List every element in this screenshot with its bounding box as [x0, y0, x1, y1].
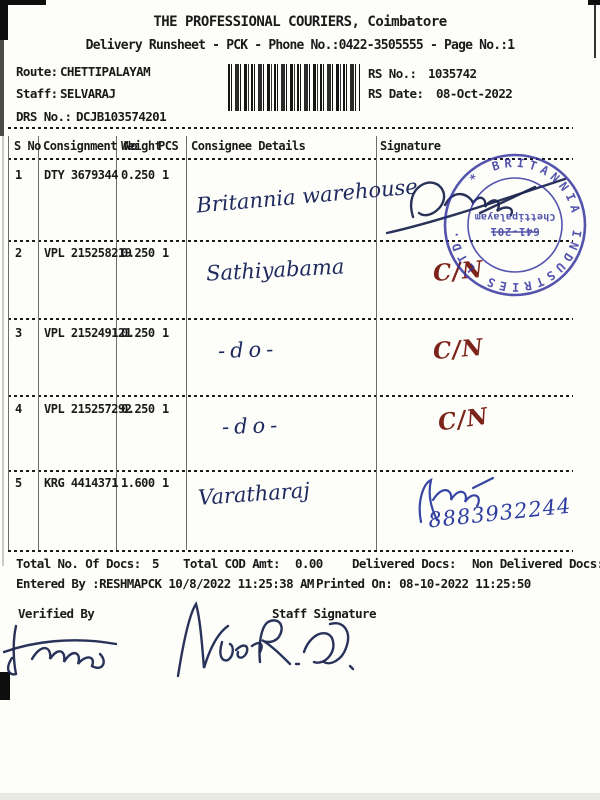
- row4-signature-handwriting: C/N: [436, 402, 491, 437]
- total-docs-label: Total No. Of Docs:: [16, 556, 141, 571]
- row4-s-no: 4: [15, 402, 22, 416]
- printed-on-line: Printed On: 08-10-2022 11:25:50: [316, 576, 531, 591]
- row5-consignment-no: KRG 4414371: [44, 476, 118, 490]
- row3-s-no: 3: [15, 326, 22, 340]
- row1-s-no: 1: [15, 168, 22, 182]
- cod-label: Total COD Amt:: [183, 556, 281, 571]
- drs-value: DCJB103574201: [76, 109, 167, 124]
- separator-line: [8, 395, 573, 397]
- scan-edge-top-right: [588, 0, 600, 5]
- document-title: THE PROFESSIONAL COURIERS, Coimbatore: [153, 14, 447, 30]
- cod-value: 0.00: [295, 556, 323, 571]
- scan-edge-left-line: [2, 136, 4, 566]
- verified-by-label: Verified By: [18, 606, 95, 621]
- scan-edge-left-smudge: [0, 36, 4, 136]
- row3-weight: 0.250: [121, 326, 155, 340]
- column-line-signature: [376, 136, 377, 550]
- rs-date-value: 08-Oct-2022: [436, 86, 513, 101]
- row4-consignment-no: VPL 215257292: [44, 402, 132, 416]
- separator-line: [8, 158, 573, 160]
- row5-signature: [418, 476, 495, 524]
- scan-edge-right-line: [594, 0, 596, 58]
- row5-weight: 1.600: [121, 476, 155, 490]
- row2-consignment-no: VPL 215258219: [44, 246, 132, 260]
- staff-signature: [258, 619, 355, 671]
- svg-text:* BRITANNIA INDUSTRIES LTD.: * BRITANNIA INDUSTRIES LTD.: [437, 137, 593, 313]
- row2-weight: 0.250: [121, 246, 155, 260]
- separator-line: [8, 127, 573, 129]
- svg-text:Chettipalayam: Chettipalayam: [475, 211, 556, 223]
- row1-consignment-no: DTY 3679344: [44, 168, 118, 182]
- delivered-docs-label: Delivered Docs:: [352, 556, 456, 571]
- header-consignee-details: Consignee Details: [191, 139, 306, 153]
- header-weight: Weight: [121, 139, 162, 153]
- separator-line: [8, 318, 573, 320]
- route-label: Route:: [16, 64, 58, 79]
- row1-weight: 0.250: [121, 168, 155, 182]
- non-delivered-docs-label: Non Delivered Docs:: [472, 556, 600, 571]
- column-line-pcs: [186, 136, 187, 550]
- row5-consignee-handwriting: Varatharaj: [197, 478, 311, 510]
- middle-signature: [176, 601, 263, 678]
- row4-consignee-handwriting: -do-: [221, 412, 283, 440]
- staff-value: SELVARAJ: [60, 86, 116, 101]
- separator-line: [8, 550, 573, 552]
- entered-by-line: Entered By :RESHMAPCK 10/8/2022 11:25:38…: [16, 576, 314, 591]
- row1-signature: [385, 177, 567, 235]
- header-consignment-no: Consignment No: [43, 139, 138, 153]
- column-line-sno: [38, 136, 39, 550]
- row3-signature-handwriting: C/N: [431, 333, 485, 366]
- row2-consignee-handwriting: Sathiyabama: [205, 254, 345, 286]
- scan-edge-bottom-strip: [0, 793, 600, 800]
- verified-by-signature: [2, 624, 118, 676]
- row5-s-no: 5: [15, 476, 22, 490]
- scan-edge-left-lower-mark: [0, 672, 10, 700]
- separator-line: [8, 240, 573, 242]
- row4-weight: 0.250: [121, 402, 155, 416]
- staff-label: Staff:: [16, 86, 58, 101]
- separator-line: [8, 470, 573, 472]
- row3-pcs: 1: [162, 326, 169, 340]
- staff-signature-label: Staff Signature: [272, 606, 376, 621]
- row1-pcs: 1: [162, 168, 169, 182]
- rs-no-value: 1035742: [428, 66, 477, 81]
- row3-consignee-handwriting: -do-: [217, 336, 279, 364]
- header-pcs: PCS: [158, 139, 179, 153]
- barcode-icon: [228, 64, 360, 111]
- header-s-no: S No: [14, 139, 41, 153]
- row4-pcs: 1: [162, 402, 169, 416]
- document-subtitle: Delivery Runsheet - PCK - Phone No.:0422…: [85, 38, 515, 53]
- drs-label: DRS No.:: [16, 109, 72, 124]
- row5-pcs: 1: [162, 476, 169, 490]
- row2-pcs: 1: [162, 246, 169, 260]
- rs-no-label: RS No.:: [368, 66, 417, 81]
- route-value: CHETTIPALAYAM: [60, 64, 151, 79]
- britannia-stamp-icon: * BRITANNIA INDUSTRIES LTD. 641-201 Chet…: [437, 137, 593, 313]
- scan-edge-left-bar: [0, 0, 8, 40]
- table-border-left: [8, 136, 9, 550]
- row2-s-no: 2: [15, 246, 22, 260]
- row3-consignment-no: VPL 215249121: [44, 326, 132, 340]
- total-docs-value: 5: [152, 556, 160, 571]
- header-signature: Signature: [380, 139, 441, 153]
- column-line-consignment: [116, 136, 117, 550]
- scan-edge-top-left: [0, 0, 46, 5]
- rs-date-label: RS Date:: [368, 86, 424, 101]
